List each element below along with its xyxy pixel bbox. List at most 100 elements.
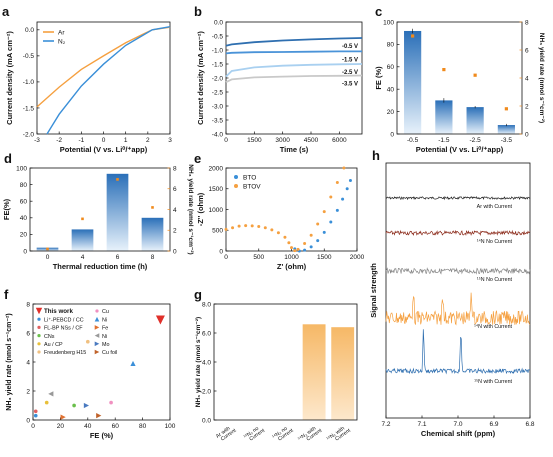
panel-h-spectrum-4 [385,329,531,375]
panel-f-legend-marker [37,317,41,321]
panel-f-data-point [33,409,38,414]
panel-a-xtick-label: 0 [102,137,106,144]
panel-h-trace-label: Ar with Current [477,204,513,210]
panel-f-ytick-label: 4 [26,359,30,366]
panel-c-ytick-label: 100 [383,19,394,26]
panel-b-ytick-label: -0.5 [212,33,224,40]
panel-b-series-label: -3.5 V [342,81,358,87]
panel-f-data-point [83,402,90,409]
panel-f-data-point [85,339,90,344]
panel-g-ytick-label: 2.0 [202,388,211,395]
panel-c-right-ytick-label: 6 [525,47,529,54]
panel-e-point-0 [322,230,326,234]
panel-e-point-1 [283,235,287,239]
panel-a-ylabel: Current density (mA cm⁻²) [5,31,14,125]
panel-b-ylabel: Current density (mA cm⁻²) [196,31,205,125]
panel-c-bar [404,30,422,134]
panel-d-xtick-label: 6 [116,254,120,261]
panel-c-yield-point [504,107,508,111]
panel-e-point-0 [335,208,339,212]
panel-h-spectrum-2 [385,267,531,275]
panel-e-point-1 [276,231,280,235]
panel-b-series-0 [225,37,363,47]
panel-d-xtick-label: 0 [46,254,50,261]
panel-d-bar [106,173,129,251]
panel-e-xtick-label: 1000 [284,254,299,261]
panel-f-legend-label: Ni [102,334,107,340]
panel-d-right-ytick-label: 8 [173,165,177,172]
panel-e-point-1 [303,242,307,246]
panel-e-xtick-label: 0 [224,254,228,261]
panel-h-xtick-label: 6.8 [525,421,534,428]
panel-c-right-ytick-label: 2 [525,103,529,110]
panel-c-xtick-label: -2.5 [470,137,482,144]
panel-letter-g: g [194,287,202,302]
panel-h-trace-label: ¹⁴N with Current [474,324,512,330]
panel-e-point-1 [293,249,297,253]
panel-d-bar [71,229,94,251]
panel-f-data-point [48,391,54,397]
panel-letter-d: d [4,151,12,166]
panel-a-xtick-label: 3 [168,137,172,144]
panel-e-ytick-label: 2000 [209,165,224,172]
panel-f-legend-label: Mo [102,342,110,348]
panel-f-legend-label: This work [44,308,73,315]
panel-letter-b: b [194,4,202,19]
panel-g-ytick-label: 6.0 [202,330,211,337]
panel-f-data-point [109,400,113,405]
panel-e-point-1 [263,226,267,230]
panel-d-yield-point [151,206,154,209]
panel-c-ytick-label: 0 [390,131,394,138]
panel-f-ylabel: NH₃ yield rate (nmol s⁻¹cm⁻²) [6,313,13,410]
panel-d-ytick-label: 80 [20,182,28,189]
panel-e-point-0 [329,220,333,224]
panel-letter-h: h [372,148,380,163]
panel-f-xtick-label: 40 [84,423,92,430]
panel-b-series-1 [225,50,362,55]
panel-g-ytick-label: 0.0 [202,417,211,424]
panel-e-point-1 [322,210,326,214]
panel-c-yield-point [411,34,415,38]
panel-letter-c: c [375,4,382,19]
panel-a-xtick-label: -3 [34,137,40,144]
panel-f-legend-marker [37,350,41,354]
panel-e-ylabel: -Z'' (ohm) [196,192,205,226]
panel-b-series-3 [225,74,363,84]
panel-a-xtick-label: 2 [146,137,150,144]
panel-letter-f: f [4,287,9,302]
panel-f-legend-label: Au / CP [44,342,63,348]
panel-e-point-1 [287,241,291,245]
panel-a-ytick-label: 0.0 [25,27,34,34]
panel-b-xtick-label: 6000 [332,137,347,144]
panel-g-bar [331,327,355,420]
panel-f-legend-marker [37,325,41,330]
panel-d-ytick-label: 40 [20,215,28,222]
panel-a-xtick-label: 1 [124,137,128,144]
panel-c-bar [497,125,515,134]
panel-e-point-1 [237,224,241,228]
panel-f-ytick-label: 8 [26,301,30,308]
panel-c-ytick-label: 80 [387,42,395,49]
panel-f-data-point [96,413,102,419]
panel-f-legend-marker [35,307,43,315]
panel-f-xtick-label: 0 [31,423,35,430]
panel-h-xlabel: Chemical shift (ppm) [421,429,496,438]
panel-c-xtick-label: -1.5 [438,137,450,144]
panel-h-xtick-label: 7.2 [381,421,390,428]
panel-c-bar [466,107,484,134]
panel-b-ytick-label: -3.0 [212,103,224,110]
panel-f-data-point [33,413,38,418]
panel-e-point-1 [309,233,313,237]
panel-f-data-point [60,414,66,420]
panel-h-trace-label: ¹⁴N No Current [477,239,513,245]
panel-f-xtick-label: 20 [57,423,65,430]
panel-f-legend-label: Cu [102,309,109,315]
panel-b-ytick-label: -3.5 [212,117,224,124]
panel-e-point-1 [296,247,300,251]
panel-d-ytick-label: 60 [20,199,28,206]
panel-e-xtick-label: 500 [253,254,264,261]
panel-e-ytick-label: 1000 [209,207,224,214]
panel-b-ytick-label: -2.5 [212,89,224,96]
panel-f-legend-marker [94,341,100,347]
panel-f-data-point [44,400,49,405]
